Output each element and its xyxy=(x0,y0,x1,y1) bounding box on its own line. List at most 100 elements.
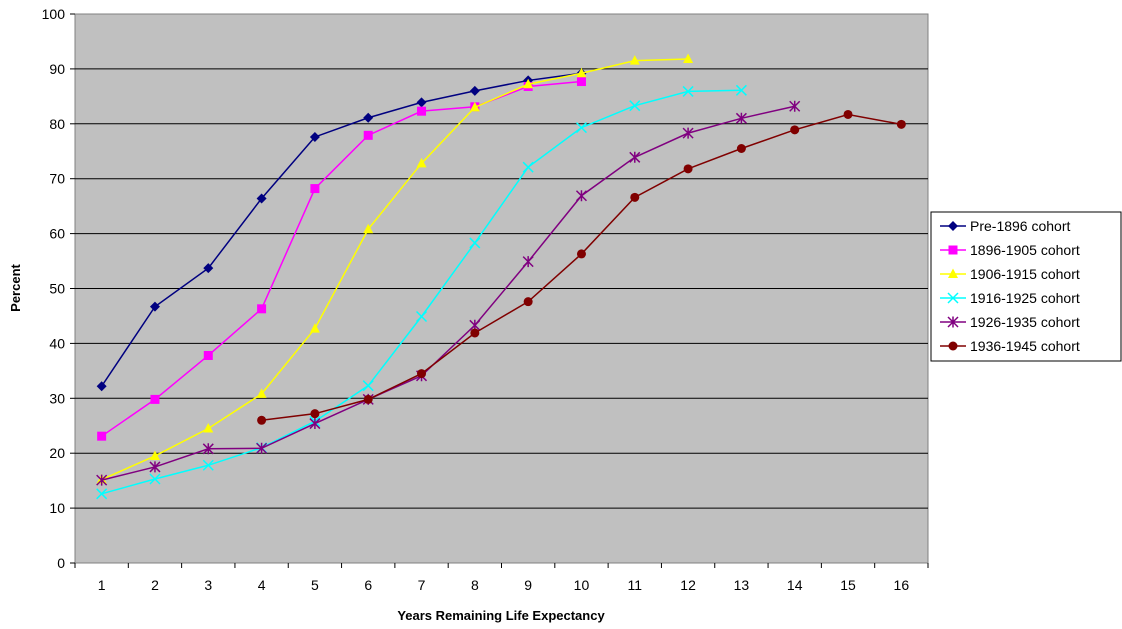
data-point xyxy=(682,127,694,139)
data-point xyxy=(575,122,587,134)
y-tick-label: 10 xyxy=(49,500,65,516)
gridlines xyxy=(75,68,928,509)
y-tick-label: 40 xyxy=(49,335,65,351)
data-point xyxy=(948,268,958,278)
data-point xyxy=(363,394,373,404)
data-point xyxy=(363,112,374,123)
x-tick-label: 16 xyxy=(894,577,910,593)
data-point xyxy=(309,418,321,430)
legend-item: 1936-1945 cohort xyxy=(940,338,1080,354)
y-tick-label: 60 xyxy=(49,226,65,242)
x-axis-title: Years Remaining Life Expectancy xyxy=(397,608,605,623)
x-tick-label: 3 xyxy=(204,577,212,593)
data-point xyxy=(257,304,267,314)
data-point xyxy=(96,474,108,486)
data-point xyxy=(257,415,267,425)
y-tick-label: 100 xyxy=(42,6,66,22)
data-point xyxy=(469,85,480,96)
series xyxy=(257,109,906,425)
y-tick-label: 0 xyxy=(57,555,65,571)
data-point xyxy=(202,443,214,455)
x-tick-label: 8 xyxy=(471,577,479,593)
data-point xyxy=(843,109,853,119)
data-point xyxy=(470,328,480,338)
data-point xyxy=(363,130,373,140)
legend-label: 1906-1915 cohort xyxy=(970,266,1080,282)
data-point xyxy=(417,106,427,116)
data-point xyxy=(735,112,747,124)
legend-item: 1896-1905 cohort xyxy=(940,242,1080,258)
legend-label: 1896-1905 cohort xyxy=(970,242,1080,258)
legend-label: 1936-1945 cohort xyxy=(970,338,1080,354)
data-point xyxy=(149,301,160,312)
data-point xyxy=(576,67,587,78)
data-point xyxy=(947,316,959,328)
data-point xyxy=(309,131,320,142)
series xyxy=(96,53,694,484)
series xyxy=(97,77,586,441)
y-tick-label: 80 xyxy=(49,116,65,132)
data-point xyxy=(896,119,906,129)
x-tick-label: 4 xyxy=(258,577,266,593)
data-point xyxy=(310,184,320,194)
data-point xyxy=(310,409,320,419)
data-point xyxy=(96,381,107,392)
data-point xyxy=(203,422,214,433)
data-point xyxy=(256,388,267,398)
data-point xyxy=(522,161,534,173)
legend-label: 1926-1935 cohort xyxy=(970,314,1080,330)
data-point xyxy=(469,101,480,112)
data-point xyxy=(469,237,481,249)
y-tick-label: 30 xyxy=(49,390,65,406)
series-line xyxy=(101,58,689,481)
data-point xyxy=(629,55,640,65)
data-point xyxy=(683,164,693,174)
legend-label: 1916-1925 cohort xyxy=(970,290,1080,306)
data-point xyxy=(417,369,427,379)
data-point xyxy=(523,297,533,307)
series xyxy=(96,100,801,486)
data-point xyxy=(97,431,107,441)
data-point xyxy=(150,394,160,404)
data-point xyxy=(363,223,374,234)
legend-item: 1926-1935 cohort xyxy=(940,314,1080,330)
data-point xyxy=(522,256,534,268)
data-point xyxy=(203,350,213,360)
y-tick-label: 50 xyxy=(49,281,65,297)
data-point xyxy=(629,100,641,112)
x-tick-label: 7 xyxy=(418,577,426,593)
x-tick-label: 2 xyxy=(151,577,159,593)
data-point xyxy=(202,459,214,471)
data-point xyxy=(416,97,427,108)
series xyxy=(96,68,587,392)
y-tick-label: 20 xyxy=(49,445,65,461)
data-point xyxy=(149,450,160,460)
x-tick-label: 1 xyxy=(98,577,106,593)
legend-item: 1916-1925 cohort xyxy=(940,290,1080,306)
y-axis-ticks: 0 10 20 30 40 50 60 70 80 90 100 xyxy=(42,6,75,571)
y-axis-title: Percent xyxy=(8,263,23,311)
x-tick-label: 11 xyxy=(628,577,643,593)
legend-item: Pre-1896 cohort xyxy=(940,218,1071,234)
data-point xyxy=(790,125,800,135)
legend-box xyxy=(930,211,1122,362)
data-point xyxy=(735,84,747,96)
data-point xyxy=(947,292,959,304)
data-point xyxy=(575,190,587,202)
series-line xyxy=(101,105,795,481)
y-tick-label: 70 xyxy=(49,171,65,187)
legend-label: Pre-1896 cohort xyxy=(970,218,1071,234)
data-point xyxy=(256,442,268,454)
x-axis-ticks: 1 2 3 4 5 6 7 8 9 10 11 12 13 14 15 16 xyxy=(74,563,929,593)
x-tick-label: 15 xyxy=(840,577,856,593)
data-point xyxy=(789,100,801,112)
x-tick-label: 12 xyxy=(680,577,696,593)
x-tick-label: 5 xyxy=(311,577,319,593)
data-point xyxy=(948,245,958,255)
data-point xyxy=(416,310,428,323)
x-tick-label: 6 xyxy=(364,577,372,593)
x-tick-label: 10 xyxy=(574,577,590,593)
series-line xyxy=(101,72,582,387)
legend: Pre-1896 cohort 1896-1905 cohort 1906-1915… xyxy=(930,211,1122,362)
